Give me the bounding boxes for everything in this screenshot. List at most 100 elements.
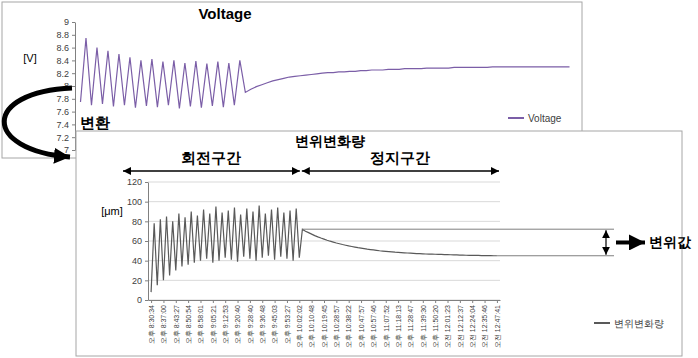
chart-title: Voltage — [198, 5, 251, 22]
x-tick-label: 오후 9:28:40 — [247, 305, 254, 344]
x-tick-mark — [299, 300, 300, 303]
y-tick: 7 — [64, 145, 75, 155]
y-tick-label: 7.6 — [56, 107, 69, 117]
y-tick-label: 7.2 — [56, 133, 69, 143]
x-tick-label: 오후 9:53:27 — [284, 305, 291, 344]
y-tick-label: 8.2 — [56, 69, 69, 79]
y-tick-label: 100 — [127, 197, 142, 207]
y-tick: 7.8 — [56, 94, 75, 104]
x-tick-mark — [485, 300, 486, 303]
y-tick-label: 8.6 — [56, 43, 69, 53]
x-tick-mark — [275, 300, 276, 303]
x-tick: 오전 12:24:04 — [469, 300, 476, 348]
x-tick-mark — [361, 300, 362, 303]
x-tick-label: 오전 12:35:46 — [481, 305, 488, 348]
x-tick-mark — [448, 300, 449, 303]
y-tick-mark — [72, 48, 75, 49]
x-tick-mark — [386, 300, 387, 303]
y-tick: 7.4 — [56, 120, 75, 130]
x-tick: 오후 8:37:00 — [160, 300, 167, 344]
canvas-svg: 77.27.47.67.888.28.48.68.89Voltage[V]Vol… — [0, 0, 698, 358]
conversion-label: 변환 — [80, 114, 110, 131]
x-tick: 오전 12:35:46 — [481, 300, 488, 348]
x-tick: 오후 8:50:54 — [185, 300, 192, 344]
y-tick-label: 7 — [64, 145, 69, 155]
y-tick-label: 7.8 — [56, 94, 69, 104]
y-tick-mark — [145, 241, 148, 242]
y-tick-mark — [72, 99, 75, 100]
x-tick: 오후 8:30:34 — [148, 300, 155, 344]
x-tick: 오후 10:28:57 — [333, 300, 340, 348]
x-tick-label: 오후 11:07:52 — [382, 305, 389, 348]
range-arrow — [605, 230, 606, 255]
x-tick-mark — [176, 300, 177, 303]
y-tick-label: 8.4 — [56, 56, 69, 66]
y-tick-label: 80 — [132, 217, 142, 227]
grid-line — [148, 221, 500, 222]
section-label: 정지구간 — [370, 149, 430, 166]
y-tick-mark — [72, 60, 75, 61]
y-tick-label: 9 — [64, 17, 69, 27]
y-tick: 8.6 — [56, 43, 75, 53]
x-tick: 오전 12:01:23 — [444, 300, 451, 348]
legend: 변위변화량 — [594, 318, 664, 329]
y-tick-mark — [145, 202, 148, 203]
x-tick-mark — [238, 300, 239, 303]
grid-line — [148, 201, 500, 202]
x-tick-label: 오전 12:01:23 — [444, 305, 451, 348]
y-tick: 9 — [64, 17, 75, 27]
y-tick: 8.8 — [56, 30, 75, 40]
x-tick-mark — [349, 300, 350, 303]
x-tick-label: 오후 8:37:00 — [160, 305, 167, 344]
x-tick: 오후 10:57:46 — [370, 300, 377, 348]
y-tick: 7.2 — [56, 133, 75, 143]
x-tick: 오전 12:47:41 — [494, 300, 501, 348]
x-tick-mark — [163, 300, 164, 303]
x-tick-label: 오후 9:45:03 — [271, 305, 278, 344]
section-arrow — [123, 170, 300, 172]
y-tick-mark — [72, 150, 75, 151]
y-tick: 8.2 — [56, 69, 75, 79]
y-axis-line — [148, 183, 149, 301]
x-tick-label: 오후 8:30:34 — [148, 305, 155, 344]
x-tick-label: 오전 12:12:37 — [457, 305, 464, 348]
conversion-annotation: 변환 — [4, 88, 110, 157]
x-tick: 오후 11:28:47 — [407, 300, 414, 348]
y-tick-mark — [145, 182, 148, 183]
x-tick-mark — [200, 300, 201, 303]
x-tick-label: 오후 10:38:22 — [345, 305, 352, 348]
legend-label: 변위변화량 — [614, 318, 664, 329]
x-tick-label: 오후 11:28:47 — [407, 305, 414, 348]
x-tick-mark — [151, 300, 152, 303]
grid — [148, 182, 500, 300]
x-tick-label: 오후 11:18:13 — [395, 305, 402, 348]
y-tick-mark — [72, 112, 75, 113]
chart-root: 77.27.47.67.888.28.48.68.89Voltage[V]Vol… — [0, 0, 698, 358]
x-tick: 오후 9:28:40 — [247, 300, 254, 344]
y-tick-mark — [72, 137, 75, 138]
x-tick-mark — [213, 300, 214, 303]
y-tick-mark — [145, 280, 148, 281]
x-tick: 오후 9:45:03 — [271, 300, 278, 344]
legend-swatch — [594, 322, 610, 324]
x-tick-label: 오후 10:47:57 — [358, 305, 365, 348]
x-tick-label: 오후 10:10:48 — [308, 305, 315, 348]
x-tick-label: 오후 10:19:45 — [321, 305, 328, 348]
x-tick: 오후 9:12:53 — [222, 300, 229, 344]
legend: Voltage — [508, 113, 562, 124]
result-label: 변위값 — [649, 234, 692, 250]
y-tick-mark — [72, 86, 75, 87]
x-tick-mark — [398, 300, 399, 303]
y-tick-mark — [72, 35, 75, 36]
x-tick: 오후 8:58:01 — [197, 300, 204, 344]
y-tick: 120 — [127, 177, 148, 187]
x-tick-mark — [410, 300, 411, 303]
x-tick-mark — [188, 300, 189, 303]
conversion-arrow — [4, 88, 72, 157]
x-tick-mark — [435, 300, 436, 303]
y-tick-mark — [145, 221, 148, 222]
x-tick-mark — [262, 300, 263, 303]
plot-area — [151, 206, 497, 293]
legend-label: Voltage — [528, 113, 562, 124]
y-tick-mark — [145, 300, 148, 301]
